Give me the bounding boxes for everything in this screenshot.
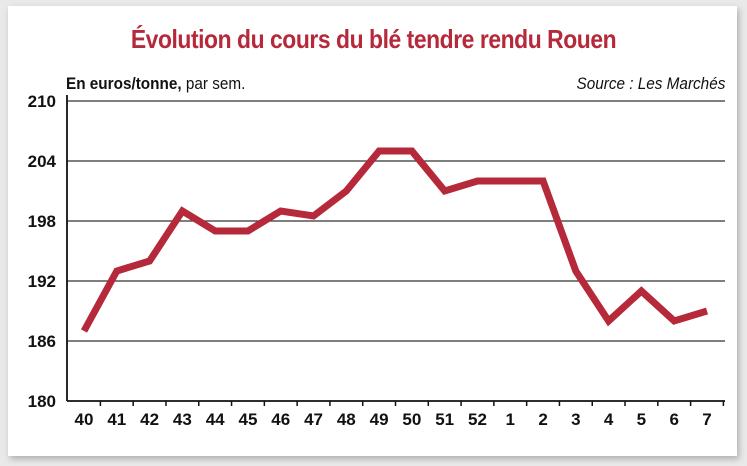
x-tick-label: 3 (571, 410, 580, 429)
x-tick-label: 51 (435, 410, 454, 429)
x-tick-label: 42 (140, 410, 159, 429)
x-tick-label: 46 (271, 410, 290, 429)
x-tick-label: 48 (337, 410, 356, 429)
x-tick-label: 1 (506, 410, 515, 429)
x-axis-ticks: 40 41 42 43 44 45 46 47 48 49 50 51 52 1 2 3 4 5 6 7 (75, 401, 725, 429)
y-axis-ticks: 180 186 192 198 204 210 (28, 92, 57, 411)
series-group (80, 147, 709, 333)
y-tick-label: 198 (28, 212, 56, 231)
x-tick-label: 44 (206, 410, 225, 429)
y-tick-label: 204 (28, 152, 57, 171)
y-tick-label: 186 (28, 332, 56, 351)
x-tick-label: 2 (538, 410, 547, 429)
y-tick-label: 192 (28, 272, 56, 291)
y-tick-label: 210 (28, 92, 56, 111)
x-tick-label: 49 (370, 410, 389, 429)
unit-label-rest: par sem. (181, 74, 246, 93)
series-line (80, 147, 709, 333)
x-tick-label: 47 (304, 410, 323, 429)
chart-title: Évolution du cours du blé tendre rendu R… (130, 24, 617, 54)
unit-label: En euros/tonne, par sem. (66, 74, 245, 94)
y-tick-label: 180 (28, 392, 56, 411)
x-tick-label: 41 (107, 410, 126, 429)
x-tick-label: 5 (637, 410, 646, 429)
x-tick-label: 4 (604, 410, 614, 429)
x-tick-label: 43 (173, 410, 192, 429)
axes (66, 95, 725, 402)
x-tick-label: 45 (238, 410, 257, 429)
unit-label-bold: En euros/tonne, (66, 74, 182, 93)
x-tick-label: 6 (669, 410, 678, 429)
chart-card (8, 6, 737, 456)
x-tick-label: 40 (75, 410, 94, 429)
source-label: Source : Les Marchés (576, 74, 725, 93)
x-tick-label: 7 (702, 410, 711, 429)
x-tick-label: 52 (468, 410, 487, 429)
x-tick-label: 50 (402, 410, 421, 429)
